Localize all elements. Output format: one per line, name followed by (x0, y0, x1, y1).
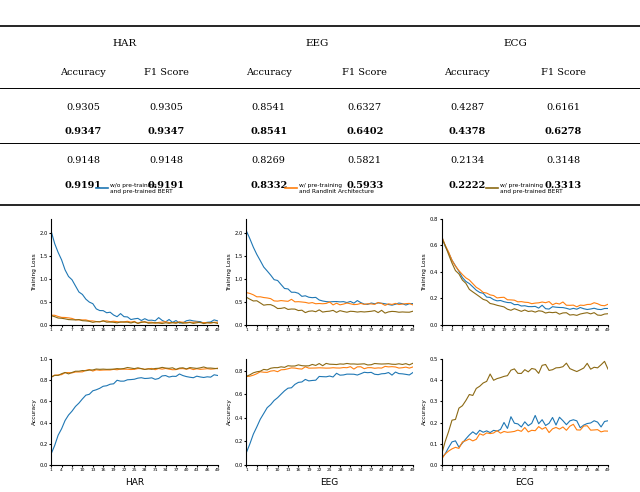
Y-axis label: Accuracy: Accuracy (422, 399, 427, 426)
Text: 0.8541: 0.8541 (250, 126, 287, 135)
X-axis label: ECG: ECG (515, 478, 534, 487)
Text: 0.2222: 0.2222 (449, 181, 486, 190)
Text: Accuracy: Accuracy (246, 68, 292, 77)
Text: Accuracy: Accuracy (60, 68, 106, 77)
Text: 0.8541: 0.8541 (252, 103, 286, 112)
Legend: w/ pre-training
and pre-trained BERT: w/ pre-training and pre-trained BERT (486, 183, 563, 194)
Text: 0.4287: 0.4287 (450, 103, 484, 112)
Text: 0.3313: 0.3313 (545, 181, 582, 190)
Legend: w/o pre-training
and pre-trained BERT: w/o pre-training and pre-trained BERT (96, 183, 173, 194)
Text: 0.9347: 0.9347 (65, 126, 102, 135)
Text: 0.6327: 0.6327 (348, 103, 382, 112)
Y-axis label: Training Loss: Training Loss (227, 253, 232, 291)
Text: 0.6402: 0.6402 (346, 126, 383, 135)
Text: HAR: HAR (113, 39, 137, 48)
Text: 0.3148: 0.3148 (546, 155, 580, 165)
Text: 0.2134: 0.2134 (450, 155, 484, 165)
Y-axis label: Training Loss: Training Loss (422, 253, 427, 291)
Text: 0.5821: 0.5821 (348, 155, 382, 165)
Text: 0.6278: 0.6278 (545, 126, 582, 135)
Text: 0.9191: 0.9191 (65, 181, 102, 190)
Text: Accuracy: Accuracy (444, 68, 490, 77)
Y-axis label: Accuracy: Accuracy (31, 399, 36, 426)
Text: 0.9347: 0.9347 (148, 126, 185, 135)
Text: 0.6161: 0.6161 (546, 103, 580, 112)
X-axis label: HAR: HAR (125, 478, 144, 487)
Text: F1 Score: F1 Score (144, 68, 189, 77)
Text: 0.5933: 0.5933 (346, 181, 383, 190)
Text: 0.9305: 0.9305 (67, 103, 100, 112)
Y-axis label: Accuracy: Accuracy (227, 399, 232, 426)
Text: 0.8332: 0.8332 (250, 181, 287, 190)
Text: EEG: EEG (305, 39, 328, 48)
Text: 0.9148: 0.9148 (66, 155, 100, 165)
Y-axis label: Training Loss: Training Loss (31, 253, 36, 291)
Text: 0.8269: 0.8269 (252, 155, 285, 165)
Text: 0.9148: 0.9148 (149, 155, 184, 165)
Text: 0.9191: 0.9191 (148, 181, 185, 190)
Text: F1 Score: F1 Score (342, 68, 387, 77)
Text: 0.4378: 0.4378 (449, 126, 486, 135)
Text: 0.9305: 0.9305 (150, 103, 183, 112)
Text: F1 Score: F1 Score (541, 68, 586, 77)
X-axis label: EEG: EEG (321, 478, 339, 487)
Legend: w/ pre-training
and RandInit Architecture: w/ pre-training and RandInit Architectur… (285, 183, 374, 194)
Text: ECG: ECG (503, 39, 527, 48)
